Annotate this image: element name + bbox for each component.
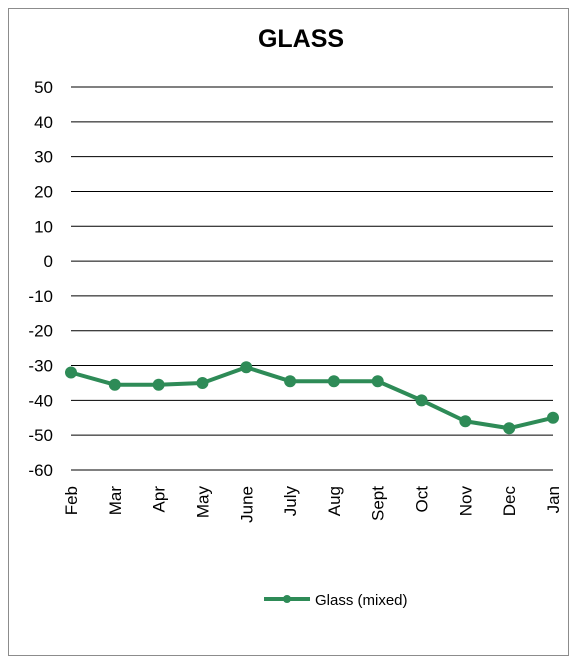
y-tick-label: 20	[34, 182, 53, 201]
x-tick-label: June	[237, 486, 256, 523]
y-tick-label: -10	[28, 287, 53, 306]
y-tick-label: -20	[28, 322, 53, 341]
data-point	[65, 366, 77, 379]
y-tick-label: -50	[28, 426, 53, 445]
data-point	[503, 422, 516, 435]
series-line	[70, 365, 554, 431]
data-point	[415, 394, 428, 407]
y-tick-label: -40	[28, 391, 53, 410]
y-tick-label: 50	[34, 78, 53, 97]
x-tick-label: Sept	[369, 486, 388, 521]
data-point	[152, 378, 165, 391]
data-point	[240, 361, 253, 374]
legend-marker	[283, 595, 291, 603]
y-tick-label: 40	[34, 113, 53, 132]
legend-label: Glass (mixed)	[315, 592, 408, 609]
y-tick-label: -60	[28, 461, 53, 480]
x-tick-label: July	[281, 486, 300, 517]
x-tick-label: Oct	[413, 486, 432, 513]
y-axis-ticks: 50 40 30 20 10 0 -10 -20 -30 -40 -50 -60	[28, 78, 53, 480]
data-point	[459, 415, 472, 428]
x-tick-label: Aug	[325, 486, 344, 516]
y-tick-label: 0	[44, 252, 53, 271]
gridlines	[71, 86, 553, 471]
chart-title: GLASS	[258, 25, 344, 53]
data-point	[196, 376, 209, 389]
y-tick-label: 10	[34, 217, 53, 236]
x-tick-label: Feb	[62, 486, 81, 515]
y-tick-label: -30	[28, 357, 53, 376]
data-point	[284, 375, 297, 388]
series-layer	[65, 361, 559, 435]
data-point	[327, 375, 340, 388]
x-tick-label: Nov	[456, 486, 475, 517]
data-point	[371, 375, 384, 388]
x-tick-label: May	[193, 486, 212, 519]
x-tick-label: Dec	[500, 486, 519, 517]
data-point	[547, 411, 559, 424]
legend: Glass (mixed)	[264, 592, 408, 609]
x-tick-label: Apr	[150, 486, 169, 513]
data-point	[108, 378, 121, 391]
chart-frame	[8, 8, 569, 656]
x-tick-label: Jan	[544, 486, 563, 513]
y-tick-label: 30	[34, 148, 53, 167]
x-tick-label: Mar	[106, 486, 125, 516]
x-axis-ticks: Feb Mar Apr May June July Aug Sept Oct Nov Dec Jan	[62, 486, 563, 523]
